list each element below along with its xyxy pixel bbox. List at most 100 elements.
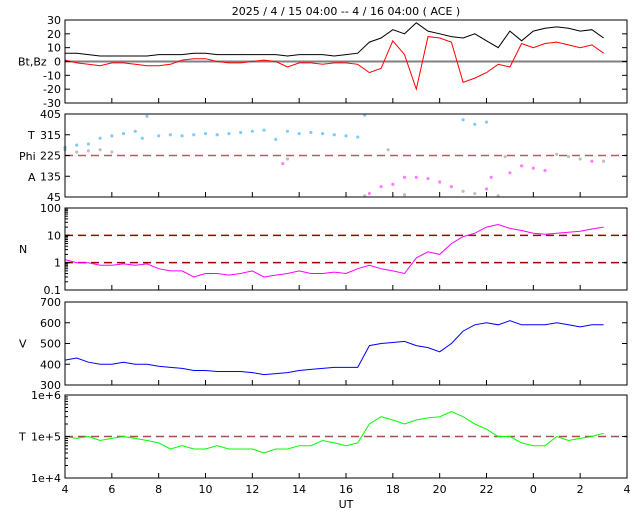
point-phi-away <box>110 150 114 154</box>
point-theta <box>262 128 266 132</box>
point-phi-away <box>601 159 606 163</box>
point-phi-toward <box>449 185 453 189</box>
point-theta <box>356 135 360 139</box>
x-tick-label: 14 <box>292 483 306 496</box>
point-phi-toward <box>590 159 594 163</box>
chart-title: 2025 / 4 / 15 04:00 -- 4 / 16 04:00 ( AC… <box>232 5 460 18</box>
point-phi-away <box>402 193 407 197</box>
x-tick-label: 18 <box>386 483 400 496</box>
x-tick-label: 8 <box>155 483 162 496</box>
point-phi-away <box>555 152 559 156</box>
panel-4: 700 600 500 400 300 V <box>19 296 628 392</box>
y-tick-label: 405 <box>40 108 61 121</box>
point-theta <box>297 131 301 136</box>
point-phi-toward <box>484 187 489 191</box>
point-theta <box>332 133 336 137</box>
point-theta <box>98 136 102 140</box>
x-tick-label: 20 <box>433 483 447 496</box>
y-tick-label: 500 <box>40 338 61 351</box>
point-phi-toward <box>520 164 524 168</box>
y-tick-label: -30 <box>43 97 61 110</box>
point-theta <box>473 122 477 126</box>
point-theta <box>86 142 91 146</box>
series-n-line <box>64 223 604 278</box>
series-bt-line <box>65 22 604 57</box>
y-tick-label: 10 <box>47 42 61 55</box>
point-phi-away <box>75 150 79 154</box>
panel-2: 405 315 225 135 45 T Phi A <box>19 108 628 204</box>
y-axis-label: T <box>18 431 26 444</box>
point-phi-away <box>503 155 507 159</box>
x-tick-label: 10 <box>199 483 213 496</box>
panel-frame <box>64 207 628 291</box>
series-v-line <box>64 320 604 376</box>
x-tick-label: 4 <box>624 483 631 496</box>
point-theta <box>75 143 79 147</box>
y-axis-label: A <box>28 171 36 184</box>
x-tick-label: 16 <box>339 483 353 496</box>
point-theta <box>461 118 465 122</box>
point-theta <box>250 129 254 133</box>
point-theta <box>192 133 196 137</box>
point-phi-toward <box>531 166 535 170</box>
point-phi-away <box>386 148 390 152</box>
y-tick-label: -20 <box>43 83 61 96</box>
series-bz-line <box>64 36 604 92</box>
point-theta <box>320 131 325 136</box>
x-axis-label: UT <box>339 498 354 511</box>
y-tick-label: 100 <box>40 202 61 215</box>
y-tick-label: 1e+6 <box>31 389 61 402</box>
point-theta <box>145 114 149 118</box>
y-axis-label: Bt,Bz <box>18 56 47 69</box>
y-tick-label: 315 <box>40 129 61 142</box>
y-tick-label: 700 <box>40 296 61 309</box>
x-tick-label: 22 <box>480 483 494 496</box>
point-theta <box>203 131 208 136</box>
point-phi-away <box>98 148 102 152</box>
point-phi-toward <box>281 161 285 166</box>
point-phi-toward <box>402 175 407 180</box>
point-phi-toward <box>543 168 547 173</box>
point-phi-toward <box>414 175 418 180</box>
y-axis-label: Phi <box>19 150 36 163</box>
y-tick-label: -10 <box>43 69 61 82</box>
point-theta <box>227 131 231 136</box>
panel-3: 100 10 1 0.1 N <box>19 202 628 297</box>
x-tick-label: 2 <box>577 483 584 496</box>
point-phi-away <box>578 157 582 161</box>
point-phi-toward <box>391 182 395 186</box>
y-tick-label: 0 <box>54 56 61 69</box>
point-theta <box>157 134 161 138</box>
point-phi-toward <box>508 171 512 175</box>
y-axis-label: V <box>19 338 27 351</box>
point-theta <box>110 134 114 138</box>
point-phi-toward <box>426 176 430 181</box>
point-phi-toward <box>489 175 493 180</box>
y-tick-label: 20 <box>47 28 61 41</box>
point-theta <box>344 134 348 138</box>
point-theta <box>274 137 278 141</box>
y-tick-label: 225 <box>40 150 61 163</box>
point-phi-away <box>473 191 477 196</box>
point-phi-toward <box>379 185 383 189</box>
point-theta <box>121 131 126 136</box>
point-phi-toward <box>438 180 442 184</box>
point-theta <box>285 129 290 133</box>
point-phi-away <box>86 149 91 153</box>
y-tick-label: 30 <box>47 14 61 27</box>
panel-5: 1e+6 1e+5 1e+4 T <box>18 389 628 485</box>
point-phi-away <box>285 157 290 161</box>
point-theta <box>133 129 137 133</box>
series-t-line <box>64 410 604 454</box>
y-tick-label: 1 <box>54 257 61 270</box>
point-theta <box>215 133 219 137</box>
point-theta <box>309 130 313 135</box>
y-tick-label: 1e+4 <box>31 472 61 485</box>
y-tick-label: 400 <box>40 358 61 371</box>
y-tick-label: 45 <box>47 191 61 204</box>
y-axis-label: N <box>19 243 27 256</box>
x-tick-label: 0 <box>530 483 537 496</box>
point-phi-toward <box>367 191 372 196</box>
